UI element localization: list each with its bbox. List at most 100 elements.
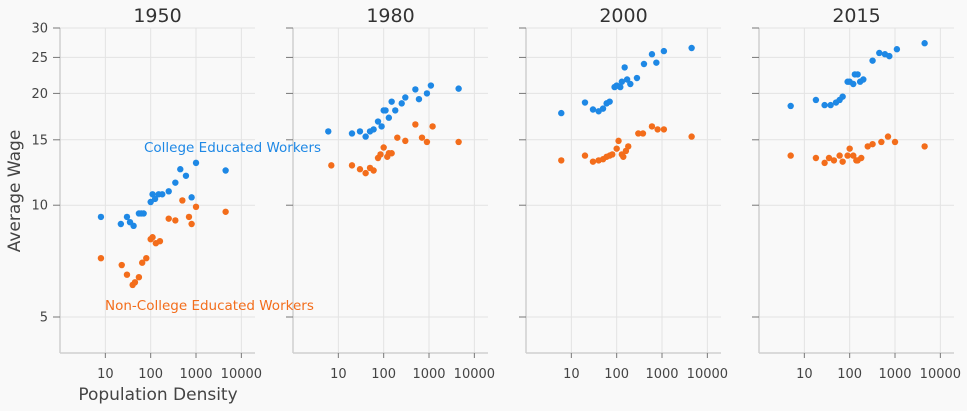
college-point (348, 130, 356, 137)
college-point (374, 118, 382, 125)
panel-1950: 5 10 15 20 25 30 10 100 1000 10000 1950 (31, 5, 262, 382)
college-point (130, 222, 137, 230)
noncollege-point (455, 138, 462, 146)
college-point (621, 64, 628, 71)
noncollege-point (179, 197, 186, 204)
noncollege-point (149, 234, 156, 241)
college-point (688, 44, 695, 52)
college-point (640, 60, 648, 68)
x-tick-label: 10 (97, 367, 114, 382)
college-point (182, 172, 190, 179)
college-point (850, 80, 857, 88)
college-point (558, 109, 565, 117)
noncollege-point (660, 126, 668, 133)
noncollege-point (620, 153, 627, 160)
noncollege-point (402, 137, 409, 145)
noncollege-point (648, 123, 656, 130)
noncollege-point (836, 152, 843, 159)
college-point (427, 82, 435, 89)
college-point (177, 166, 184, 173)
college-point (117, 220, 125, 228)
x-tick-label: 10000 (687, 367, 728, 382)
x-tick-label: 1000 (645, 367, 678, 382)
x-tick-label: 1000 (878, 367, 911, 382)
college-point (392, 107, 399, 114)
noncollege-point (830, 157, 838, 164)
noncollege-point (131, 279, 139, 286)
noncollege-point (97, 254, 105, 262)
college-point (123, 213, 131, 221)
y-tick-label: 10 (31, 199, 48, 214)
college-point (876, 49, 883, 57)
college-point (97, 213, 105, 221)
noncollege-point (356, 166, 364, 173)
noncollege-point (787, 152, 794, 159)
noncollege-point (188, 220, 195, 228)
x-tick-label: 100 (837, 367, 862, 382)
noncollege-point (609, 151, 616, 158)
noncollege-point (377, 151, 384, 158)
noncollege-point (581, 152, 589, 159)
college-point (378, 123, 385, 130)
college-point (192, 159, 200, 167)
noncollege-point (613, 145, 620, 152)
y-tick-label: 15 (31, 133, 48, 148)
college-point (921, 40, 928, 47)
noncollege-point (821, 159, 828, 167)
college-point (633, 74, 641, 82)
y-axis-label: Average Wage (5, 130, 25, 253)
college-point (382, 107, 389, 114)
noncollege-point (412, 121, 419, 128)
college-point (325, 128, 332, 135)
noncollege-point (825, 154, 833, 162)
noncollege-point (864, 143, 871, 150)
college-point (606, 98, 613, 105)
noncollege-point (878, 138, 885, 146)
college-point (398, 100, 405, 107)
noncollege-point (812, 154, 820, 162)
college-point (362, 133, 369, 140)
college-point (455, 85, 462, 92)
college-point (627, 80, 634, 88)
college-point (869, 57, 876, 64)
noncollege-point (850, 152, 857, 159)
noncollege-point (589, 158, 597, 165)
college-point (589, 106, 597, 113)
noncollege-annotation: Non-College Educated Workers (105, 298, 314, 314)
college-point (618, 78, 626, 85)
x-tick-label: 100 (604, 367, 629, 382)
noncollege-point (118, 261, 125, 269)
college-point (660, 47, 668, 55)
x-tick-label: 10 (796, 367, 813, 382)
college-point (812, 96, 820, 104)
noncollege-point (388, 150, 395, 157)
x-axis-label: Population Density (78, 385, 237, 405)
noncollege-point (839, 158, 846, 165)
college-point (172, 179, 179, 186)
x-tick-label: 100 (138, 367, 163, 382)
noncollege-point (418, 134, 426, 141)
college-point (581, 99, 589, 106)
college-point (821, 101, 828, 109)
noncollege-point (429, 123, 436, 130)
college-point (653, 59, 660, 66)
noncollege-point (328, 162, 335, 169)
panel-title: 1950 (133, 5, 181, 27)
x-tick-label: 10 (563, 367, 580, 382)
college-point (860, 76, 867, 83)
college-point (412, 86, 419, 93)
noncollege-point (165, 215, 172, 222)
noncollege-point (639, 130, 647, 137)
x-tick-label: 1000 (412, 367, 445, 382)
noncollege-point (921, 143, 928, 150)
y-tick-label: 25 (31, 51, 48, 66)
college-point (370, 126, 377, 133)
noncollege-point (654, 126, 661, 133)
noncollege-point (135, 273, 143, 281)
panel-title: 2015 (832, 5, 880, 27)
college-point (617, 83, 624, 91)
college-annotation: College Educated Workers (144, 140, 321, 156)
college-point (402, 94, 409, 101)
college-point (188, 194, 195, 201)
noncollege-point (370, 167, 377, 174)
